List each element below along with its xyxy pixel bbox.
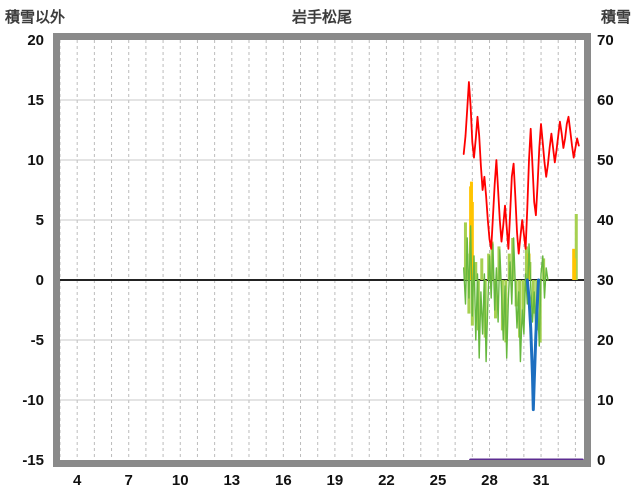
- x-tick-label: 19: [327, 472, 344, 489]
- right-tick-label: 40: [597, 212, 614, 229]
- right-tick-label: 30: [597, 272, 614, 289]
- left-tick-label: -5: [31, 332, 44, 349]
- left-tick-label: 10: [27, 152, 44, 169]
- x-tick-label: 25: [430, 472, 447, 489]
- x-tick-label: 31: [533, 472, 550, 489]
- left-tick-label: 15: [27, 92, 44, 109]
- series-blue-line: [525, 278, 540, 412]
- plot-frame: [53, 33, 591, 467]
- series-red-line: [462, 81, 580, 255]
- right-tick-label: 10: [597, 392, 614, 409]
- x-tick-label: 16: [275, 472, 292, 489]
- left-tick-label: 0: [36, 272, 44, 289]
- right-tick-label: 20: [597, 332, 614, 349]
- left-tick-label: 5: [36, 212, 44, 229]
- left-tick-label: -15: [22, 452, 44, 469]
- left-tick-label: 20: [27, 32, 44, 49]
- chart-title: 岩手松尾: [291, 9, 353, 26]
- x-tick-label: 13: [223, 472, 240, 489]
- right-tick-label: 70: [597, 32, 614, 49]
- right-tick-label: 50: [597, 152, 614, 169]
- left-tick-label: -10: [22, 392, 44, 409]
- right-axis-title: 積雪: [600, 9, 631, 26]
- right-tick-label: 0: [597, 452, 605, 469]
- left-axis-title: 積雪以外: [5, 9, 66, 26]
- x-tick-label: 10: [172, 472, 189, 489]
- x-tick-label: 4: [73, 472, 82, 489]
- x-tick-label: 7: [125, 472, 133, 489]
- right-tick-label: 60: [597, 92, 614, 109]
- series-green-spikes: [463, 225, 549, 363]
- x-tick-label: 22: [378, 472, 395, 489]
- x-tick-label: 28: [481, 472, 498, 489]
